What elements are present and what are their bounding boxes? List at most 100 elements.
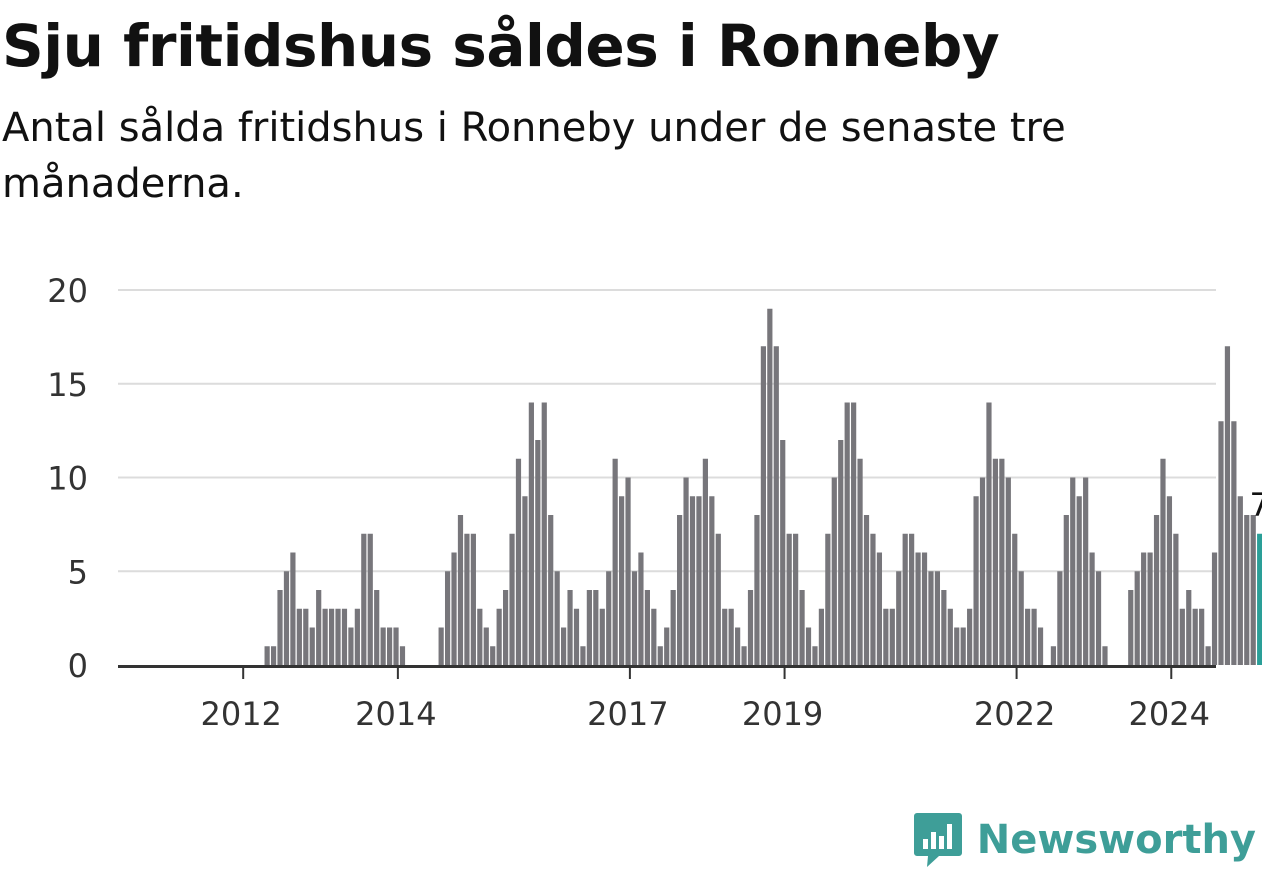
bar xyxy=(1070,477,1076,665)
chart-subtitle: Antal sålda fritidshus i Ronneby under d… xyxy=(2,105,1066,207)
bar xyxy=(290,552,296,665)
bar xyxy=(825,533,831,665)
bar xyxy=(954,627,960,665)
bar xyxy=(715,533,721,665)
chart-title: Sju fritidshus såldes i Ronneby xyxy=(2,12,1000,80)
bar xyxy=(367,533,373,665)
bar xyxy=(399,646,406,665)
bar xyxy=(528,402,534,665)
bar xyxy=(1050,646,1057,665)
bar xyxy=(490,646,496,665)
brand-name: Newsworthy xyxy=(976,817,1256,863)
bar xyxy=(303,608,309,665)
y-tick-label: 10 xyxy=(47,460,88,498)
bar xyxy=(979,477,986,665)
bar xyxy=(354,608,360,665)
bar xyxy=(316,590,322,665)
bar xyxy=(857,458,863,665)
bar xyxy=(444,571,451,665)
bar xyxy=(767,308,773,665)
bar xyxy=(573,608,580,665)
bar xyxy=(805,627,812,665)
x-axis xyxy=(118,665,1216,679)
bar xyxy=(793,533,799,665)
bar xyxy=(296,608,302,665)
bar xyxy=(1089,552,1095,665)
bar xyxy=(934,571,941,665)
bar xyxy=(1218,421,1224,665)
bar-chart: 0 5 10 15 20 2012 2014 2017 2019 2022 2024 7 xyxy=(47,272,1262,733)
bar xyxy=(503,590,509,665)
bar xyxy=(374,590,380,665)
bar xyxy=(1179,608,1185,665)
bar xyxy=(509,533,515,665)
bar xyxy=(973,496,979,665)
bar xyxy=(1147,552,1153,665)
bar xyxy=(747,590,754,665)
bar xyxy=(1063,515,1069,665)
bar xyxy=(831,477,837,665)
bar xyxy=(283,571,290,665)
bar xyxy=(754,515,760,665)
bar xyxy=(909,533,915,665)
bar xyxy=(548,515,554,665)
bar xyxy=(999,458,1005,665)
bar xyxy=(1083,477,1089,665)
bar xyxy=(760,346,766,665)
bar xyxy=(451,552,457,665)
bar xyxy=(702,458,708,665)
y-tick-label: 20 xyxy=(47,272,88,310)
bar xyxy=(1211,552,1218,665)
bar xyxy=(1199,608,1205,665)
bar xyxy=(818,608,824,665)
bar xyxy=(709,496,715,665)
bar xyxy=(1076,496,1082,665)
bar xyxy=(264,646,270,665)
bar xyxy=(322,608,328,665)
bar xyxy=(741,646,747,665)
x-tick-label: 2024 xyxy=(1129,695,1210,733)
bar xyxy=(722,608,728,665)
bar xyxy=(677,515,683,665)
bar xyxy=(393,627,399,665)
bar xyxy=(844,402,850,665)
bar xyxy=(535,440,541,665)
x-tick-label: 2017 xyxy=(587,695,668,733)
bar xyxy=(838,440,844,665)
bar xyxy=(1192,608,1198,665)
bar xyxy=(773,346,779,665)
bar xyxy=(786,533,792,665)
bar xyxy=(593,590,599,665)
bar xyxy=(876,552,883,665)
bar xyxy=(625,477,631,665)
x-tick-label: 2022 xyxy=(974,695,1055,733)
bar xyxy=(515,458,522,665)
bar xyxy=(606,571,612,665)
bars xyxy=(264,308,1262,665)
bar xyxy=(438,627,444,665)
bar xyxy=(947,608,953,665)
bar xyxy=(1025,608,1031,665)
bar xyxy=(567,590,573,665)
bar xyxy=(348,627,354,665)
bar xyxy=(309,627,315,665)
bar xyxy=(780,440,786,665)
bar xyxy=(464,533,470,665)
bar xyxy=(277,590,283,665)
bar xyxy=(799,590,805,665)
bar xyxy=(863,515,870,665)
bar xyxy=(1160,458,1166,665)
bar xyxy=(554,571,560,665)
bar xyxy=(670,590,676,665)
bar xyxy=(328,608,335,665)
bar xyxy=(522,496,528,665)
bar xyxy=(477,608,483,665)
bar xyxy=(883,608,889,665)
bar xyxy=(599,608,605,665)
bar xyxy=(361,533,367,665)
x-tick-label: 2014 xyxy=(355,695,436,733)
bar xyxy=(1231,421,1237,665)
bar xyxy=(986,402,992,665)
brand-logo: Newsworthy xyxy=(913,811,1256,869)
bar xyxy=(470,533,476,665)
